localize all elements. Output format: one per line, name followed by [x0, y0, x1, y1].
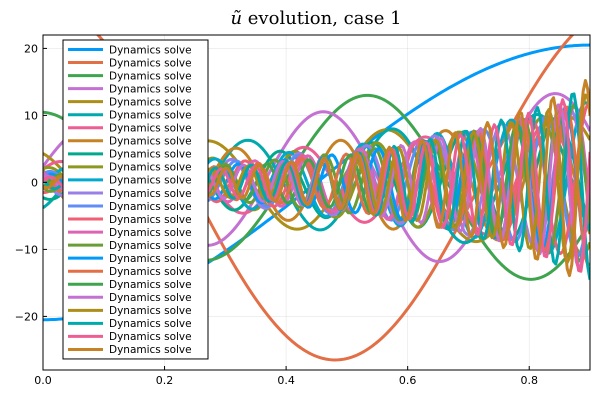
y-axis: −20 −10 0 10 20 [15, 42, 47, 323]
legend-label: Dynamics solve [109, 57, 192, 69]
y-tick-label: 10 [24, 109, 38, 122]
legend-label: Dynamics solve [109, 344, 192, 356]
y-tick-label: 20 [24, 42, 38, 55]
legend-label: Dynamics solve [109, 83, 192, 95]
legend-label: Dynamics solve [109, 279, 192, 291]
legend-label: Dynamics solve [109, 240, 192, 252]
x-tick-label: 0.6 [399, 374, 417, 387]
legend-label: Dynamics solve [109, 292, 192, 304]
plot-frame [42, 34, 591, 371]
legend-box [62, 39, 209, 360]
legend-label: Dynamics solve [109, 201, 192, 213]
legend-label: Dynamics solve [109, 214, 192, 226]
chart-title-variable: ũ [230, 8, 242, 29]
x-axis: 0.0 0.2 0.4 0.6 0.8 [34, 366, 538, 387]
legend-label: Dynamics solve [109, 318, 192, 330]
legend-label: Dynamics solve [109, 175, 192, 187]
legend-label: Dynamics solve [109, 136, 192, 148]
x-tick-label: 0.2 [156, 374, 174, 387]
y-tick-label: −20 [15, 310, 38, 323]
legend-label: Dynamics solve [109, 188, 192, 200]
legend-label: Dynamics solve [109, 331, 192, 343]
x-tick-label: 0.0 [34, 374, 52, 387]
x-tick-label: 0.8 [520, 374, 538, 387]
legend-label: Dynamics solve [109, 266, 192, 278]
legend-label: Dynamics solve [109, 162, 192, 174]
legend-label: Dynamics solve [109, 44, 192, 56]
legend-label: Dynamics solve [109, 305, 192, 317]
legend-label: Dynamics solve [109, 253, 192, 265]
legend-label: Dynamics solve [109, 227, 192, 239]
legend-label: Dynamics solve [109, 70, 192, 82]
y-tick-label: −10 [15, 243, 38, 256]
y-tick-label: 0 [31, 176, 38, 189]
legend-label: Dynamics solve [109, 96, 192, 108]
legend-label: Dynamics solve [109, 149, 192, 161]
legend-label: Dynamics solve [109, 123, 192, 135]
x-tick-label: 0.4 [277, 374, 295, 387]
chart-title: ũ evolution, case 1 [230, 8, 401, 29]
legend-label: Dynamics solve [109, 110, 192, 122]
chart-title-rest: evolution, case 1 [242, 8, 401, 29]
